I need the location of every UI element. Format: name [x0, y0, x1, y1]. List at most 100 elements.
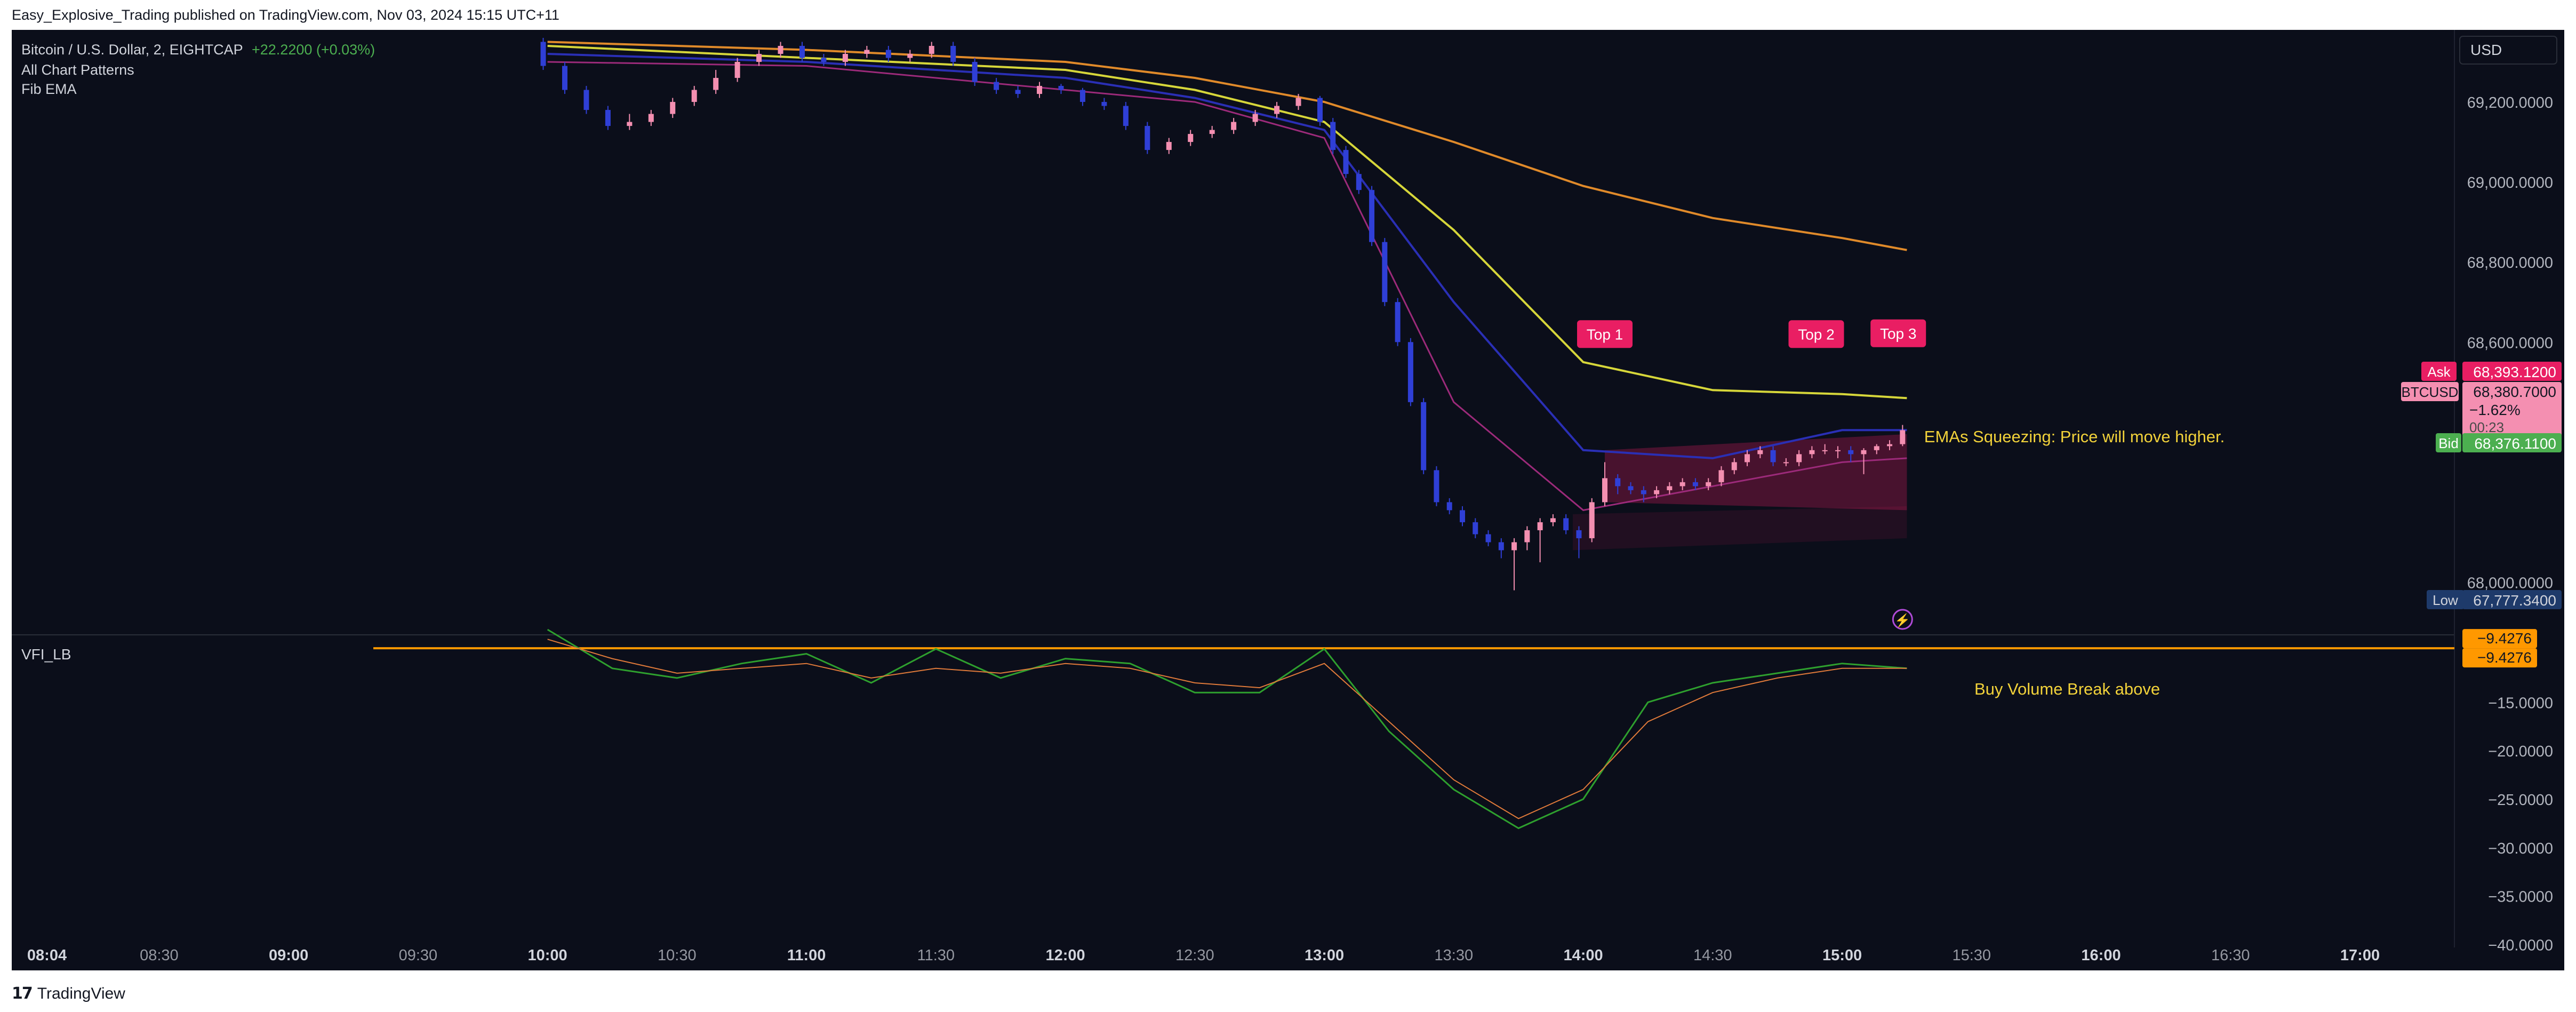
- candle: [1058, 84, 1064, 94]
- candle: [562, 62, 567, 94]
- low-price-tag: 67,777.3400: [2462, 590, 2562, 609]
- candle: [907, 50, 913, 62]
- time-tick-label: 14:30: [1693, 947, 1732, 964]
- time-tick-label: 11:30: [917, 947, 955, 964]
- candle-body: [1874, 446, 1879, 450]
- candle: [1757, 446, 1763, 458]
- ema-layer: [547, 41, 1907, 512]
- time-tick-label: 13:00: [1305, 947, 1344, 964]
- candle: [734, 58, 740, 82]
- symbol-label: BTCUSD: [2402, 384, 2459, 400]
- candle: [994, 78, 999, 94]
- candle-body: [842, 54, 848, 62]
- candle-body: [1166, 142, 1172, 150]
- low-label-box: [2427, 590, 2464, 609]
- time-tick-label: 11:00: [787, 947, 826, 964]
- ema-slow-line: [547, 45, 1907, 400]
- legend-symbol: Bitcoin / U.S. Dollar, 2, EIGHTCAP: [21, 42, 243, 58]
- vfi-tick-label: −40.0000: [2488, 937, 2553, 954]
- candle: [1900, 425, 1906, 447]
- break-level-tag-1-box: [2462, 629, 2537, 649]
- candle-body: [1015, 90, 1021, 94]
- candle-body: [1537, 522, 1543, 530]
- candle-body: [1356, 174, 1362, 190]
- candle-body: [1407, 342, 1413, 402]
- candle-body: [1485, 534, 1491, 543]
- candle: [1231, 118, 1237, 134]
- candle: [1209, 126, 1215, 138]
- candle-body: [1563, 518, 1569, 530]
- last-price-box: [2462, 382, 2562, 437]
- candle: [1511, 538, 1517, 591]
- low-price-tag-box: [2462, 590, 2562, 609]
- candle-body: [1887, 444, 1893, 447]
- symbol-label-box: [2401, 382, 2459, 401]
- price-tick-label: 68,800.0000: [2467, 254, 2553, 272]
- vfi-tick-label: −15.0000: [2488, 695, 2553, 712]
- ema-long-line: [547, 41, 1907, 251]
- candle-body: [1231, 122, 1237, 130]
- candle: [713, 70, 719, 94]
- vfi-tick-label: −30.0000: [2488, 840, 2553, 857]
- candle-body: [1369, 190, 1375, 242]
- candle: [1473, 518, 1478, 538]
- candle: [1537, 518, 1543, 562]
- time-tick-label: 12:00: [1045, 947, 1085, 964]
- footer: 17 TradingView: [0, 970, 2576, 1012]
- candle-body: [1745, 454, 1750, 463]
- time-tick-label: 10:00: [528, 947, 567, 964]
- time-tick-label: 15:30: [1952, 947, 1991, 964]
- candle: [1166, 138, 1172, 154]
- grid-layer: [12, 30, 2455, 947]
- candle: [605, 106, 611, 130]
- vfi-line: [547, 628, 1907, 830]
- candle: [1679, 478, 1685, 490]
- candle-body: [1434, 470, 1439, 503]
- ask-label-box: [2421, 362, 2457, 381]
- chart-area[interactable]: 69,200.0000 69,000.0000 68,800.0000 68,600.…: [12, 30, 2564, 970]
- candle-body: [1706, 482, 1711, 487]
- candle: [864, 46, 870, 58]
- candle-body: [1421, 402, 1427, 471]
- candle-body: [713, 78, 719, 90]
- candle: [1123, 102, 1129, 130]
- candle-body: [756, 54, 762, 62]
- candle-body: [1835, 450, 1841, 451]
- publish-header: Easy_Explosive_Trading published on Trad…: [0, 0, 2576, 30]
- time-tick-label: 16:30: [2211, 947, 2250, 964]
- candle: [1809, 446, 1815, 458]
- alert-marker-icon: [1892, 609, 1913, 630]
- candle-body: [1783, 462, 1789, 464]
- tradingview-logo[interactable]: 17 TradingView: [12, 984, 125, 1003]
- candle: [1861, 448, 1867, 474]
- candle: [1628, 482, 1634, 495]
- candle-body: [670, 102, 676, 114]
- candle: [1589, 498, 1595, 543]
- candle-body: [1822, 450, 1828, 451]
- candle: [627, 114, 633, 130]
- candle-body: [583, 90, 589, 110]
- time-tick-label: 17:00: [2340, 947, 2380, 964]
- candle-body: [1731, 462, 1737, 471]
- candle: [1421, 398, 1427, 474]
- candle-body: [1395, 302, 1401, 342]
- candle: [1848, 446, 1854, 463]
- candle: [1295, 94, 1301, 110]
- candle-body: [1667, 486, 1673, 490]
- currency-button[interactable]: USD: [2459, 36, 2557, 65]
- pattern-fill: [1605, 434, 1907, 511]
- time-tick-label: 13:30: [1435, 947, 1474, 964]
- candle-body: [1079, 90, 1085, 102]
- time-tick-label: 16:00: [2081, 947, 2121, 964]
- candle: [1887, 440, 1893, 450]
- candle: [691, 86, 697, 106]
- chart-svg[interactable]: 69,200.0000 69,000.0000 68,800.0000 68,600.…: [12, 30, 2564, 970]
- candle-body: [1343, 150, 1349, 174]
- vfi-title: VFI_LB: [21, 646, 71, 663]
- candle-body: [1037, 86, 1043, 94]
- break-level-tag-2-box: [2462, 648, 2537, 668]
- candle: [648, 110, 654, 126]
- candle-body: [1692, 482, 1698, 487]
- pattern-label: Top 2: [1788, 320, 1844, 348]
- candle-body: [1628, 486, 1634, 490]
